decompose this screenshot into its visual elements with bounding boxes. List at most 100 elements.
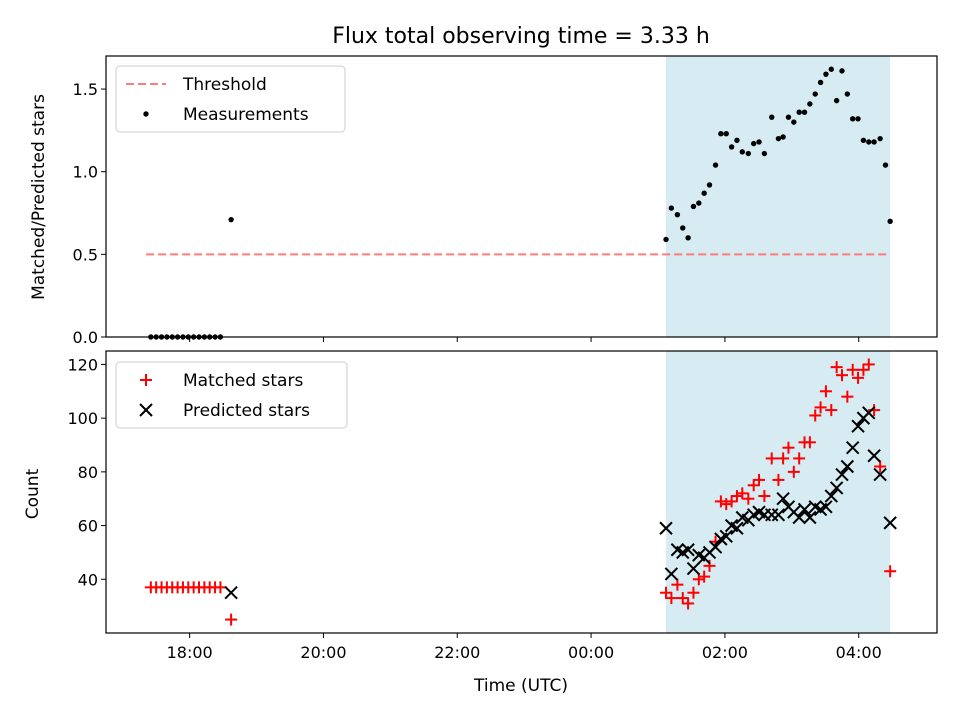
matched-star-point bbox=[765, 452, 778, 465]
predicted-star-point bbox=[224, 586, 238, 600]
matched-star-point bbox=[692, 573, 705, 586]
matched-star-point bbox=[720, 498, 733, 511]
predicted-star-point bbox=[873, 467, 887, 482]
matched-star-point bbox=[736, 487, 749, 500]
measurement-point bbox=[844, 91, 851, 97]
matched-star-point bbox=[852, 371, 865, 384]
matched-star-point bbox=[819, 385, 832, 398]
measurement-point bbox=[761, 150, 768, 157]
top-axes-frame bbox=[105, 55, 938, 338]
bot-y-tick-label: 120 bbox=[67, 355, 98, 374]
matched-star-point bbox=[803, 436, 816, 449]
measurement-point bbox=[877, 135, 883, 142]
legend-matched-swatch bbox=[140, 374, 152, 386]
measurement-point bbox=[712, 162, 719, 168]
legend-threshold-label: Threshold bbox=[182, 75, 267, 95]
measurement-point bbox=[775, 135, 782, 142]
x-tick-label: 22:00 bbox=[434, 643, 480, 662]
matched-star-point bbox=[814, 401, 827, 414]
predicted-star-point bbox=[719, 529, 733, 544]
x-tick-label: 00:00 bbox=[568, 643, 614, 662]
observing-span-top bbox=[666, 56, 891, 337]
top-y-tick-label: 1.5 bbox=[73, 80, 98, 99]
matched-star-point bbox=[777, 452, 790, 465]
top-y-tick-label: 1.0 bbox=[73, 163, 98, 182]
matched-star-point bbox=[874, 460, 887, 473]
measurement-point bbox=[680, 225, 686, 231]
matched-star-point bbox=[884, 565, 897, 578]
measurement-point bbox=[833, 97, 840, 104]
predicted-star-point bbox=[771, 508, 786, 522]
measurement-point bbox=[796, 109, 802, 115]
matched-star-point bbox=[698, 570, 711, 583]
matched-star-point bbox=[747, 479, 760, 492]
bot-y-tick-label: 80 bbox=[78, 463, 98, 482]
top-y-tick-label: 0.0 bbox=[73, 328, 98, 347]
measurement-point bbox=[785, 114, 792, 120]
bottom-axes-frame bbox=[105, 350, 938, 634]
matched-star-point bbox=[753, 473, 766, 486]
measurement-point bbox=[828, 66, 834, 72]
matched-star-point bbox=[841, 390, 854, 403]
predicted-star-point bbox=[664, 567, 679, 581]
measurement-point bbox=[701, 190, 707, 196]
matched-star-point bbox=[714, 495, 727, 508]
measurement-point bbox=[228, 216, 234, 223]
matched-star-point bbox=[835, 369, 848, 382]
measurement-point bbox=[769, 114, 775, 120]
legend-matched-label: Matched stars bbox=[183, 371, 303, 391]
measurement-point bbox=[823, 71, 829, 77]
legend-measurements-swatch bbox=[143, 111, 149, 117]
predicted-star-point bbox=[708, 540, 723, 554]
matched-star-point bbox=[225, 613, 238, 626]
top-panel: 0.0 0.5 1.0 1.5 Matched/Predicted stars Thr… bbox=[29, 55, 938, 347]
measurement-point bbox=[866, 139, 872, 145]
measurement-point bbox=[812, 91, 818, 97]
measurement-point bbox=[807, 101, 813, 107]
measurement-point bbox=[801, 109, 808, 115]
predicted-star-point bbox=[845, 440, 860, 455]
predicted-star-point bbox=[797, 502, 812, 517]
matched-star-point bbox=[665, 592, 678, 605]
measurement-point bbox=[780, 134, 786, 140]
top-y-tick-label: 0.5 bbox=[73, 245, 98, 264]
measurement-point bbox=[756, 139, 762, 145]
measurement-point bbox=[887, 218, 893, 224]
measurement-point bbox=[690, 203, 697, 210]
predicted-star-point bbox=[803, 510, 817, 525]
x-tick-label: 20:00 bbox=[300, 643, 346, 662]
bot-y-tick-label: 60 bbox=[78, 517, 98, 536]
predicted-star-point bbox=[851, 419, 865, 433]
measurement-point bbox=[668, 205, 675, 211]
matched-star-point bbox=[793, 452, 806, 465]
matched-star-point bbox=[660, 586, 673, 599]
matched-star-point bbox=[782, 441, 795, 454]
measurement-point bbox=[855, 116, 861, 122]
measurement-point bbox=[706, 182, 713, 188]
matched-star-point bbox=[725, 495, 738, 508]
matched-star-point bbox=[214, 581, 227, 594]
predicted-star-point bbox=[686, 561, 701, 576]
measurement-point bbox=[860, 137, 867, 143]
matched-star-point bbox=[687, 586, 700, 599]
legend-predicted-swatch bbox=[139, 403, 153, 417]
predicted-star-point bbox=[659, 521, 673, 535]
predicted-star-point bbox=[867, 449, 881, 463]
predicted-star-point bbox=[840, 459, 855, 474]
matched-star-point bbox=[787, 465, 800, 478]
matched-star-point bbox=[676, 592, 689, 605]
measurement-point bbox=[685, 235, 691, 241]
bottom-panel: 40 60 80 100 120 18:00 20:00 22:00 00:00 02:00 04… bbox=[23, 350, 938, 696]
measurement-point bbox=[745, 150, 752, 157]
predicted-star-point bbox=[862, 406, 876, 420]
chart-title: Flux total observing time = 3.33 h bbox=[332, 24, 710, 49]
legend-measurements-label: Measurements bbox=[183, 105, 309, 125]
measurement-point bbox=[817, 79, 824, 86]
matched-star-point bbox=[730, 490, 743, 503]
predicted-star-point bbox=[819, 500, 833, 514]
x-axis-label: Time (UTC) bbox=[473, 676, 568, 696]
matched-star-point bbox=[857, 363, 870, 376]
measurement-point bbox=[674, 211, 681, 218]
measurement-point bbox=[849, 116, 856, 122]
